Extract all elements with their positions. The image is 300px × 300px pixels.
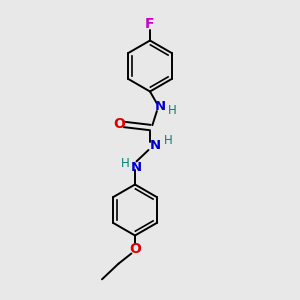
- Text: F: F: [145, 17, 155, 31]
- Text: H: H: [168, 104, 177, 118]
- Text: O: O: [129, 242, 141, 256]
- Text: O: O: [113, 118, 125, 131]
- Text: N: N: [150, 139, 161, 152]
- Text: H: H: [121, 157, 130, 170]
- Text: N: N: [131, 161, 142, 174]
- Text: H: H: [164, 134, 173, 148]
- Text: N: N: [155, 100, 166, 113]
